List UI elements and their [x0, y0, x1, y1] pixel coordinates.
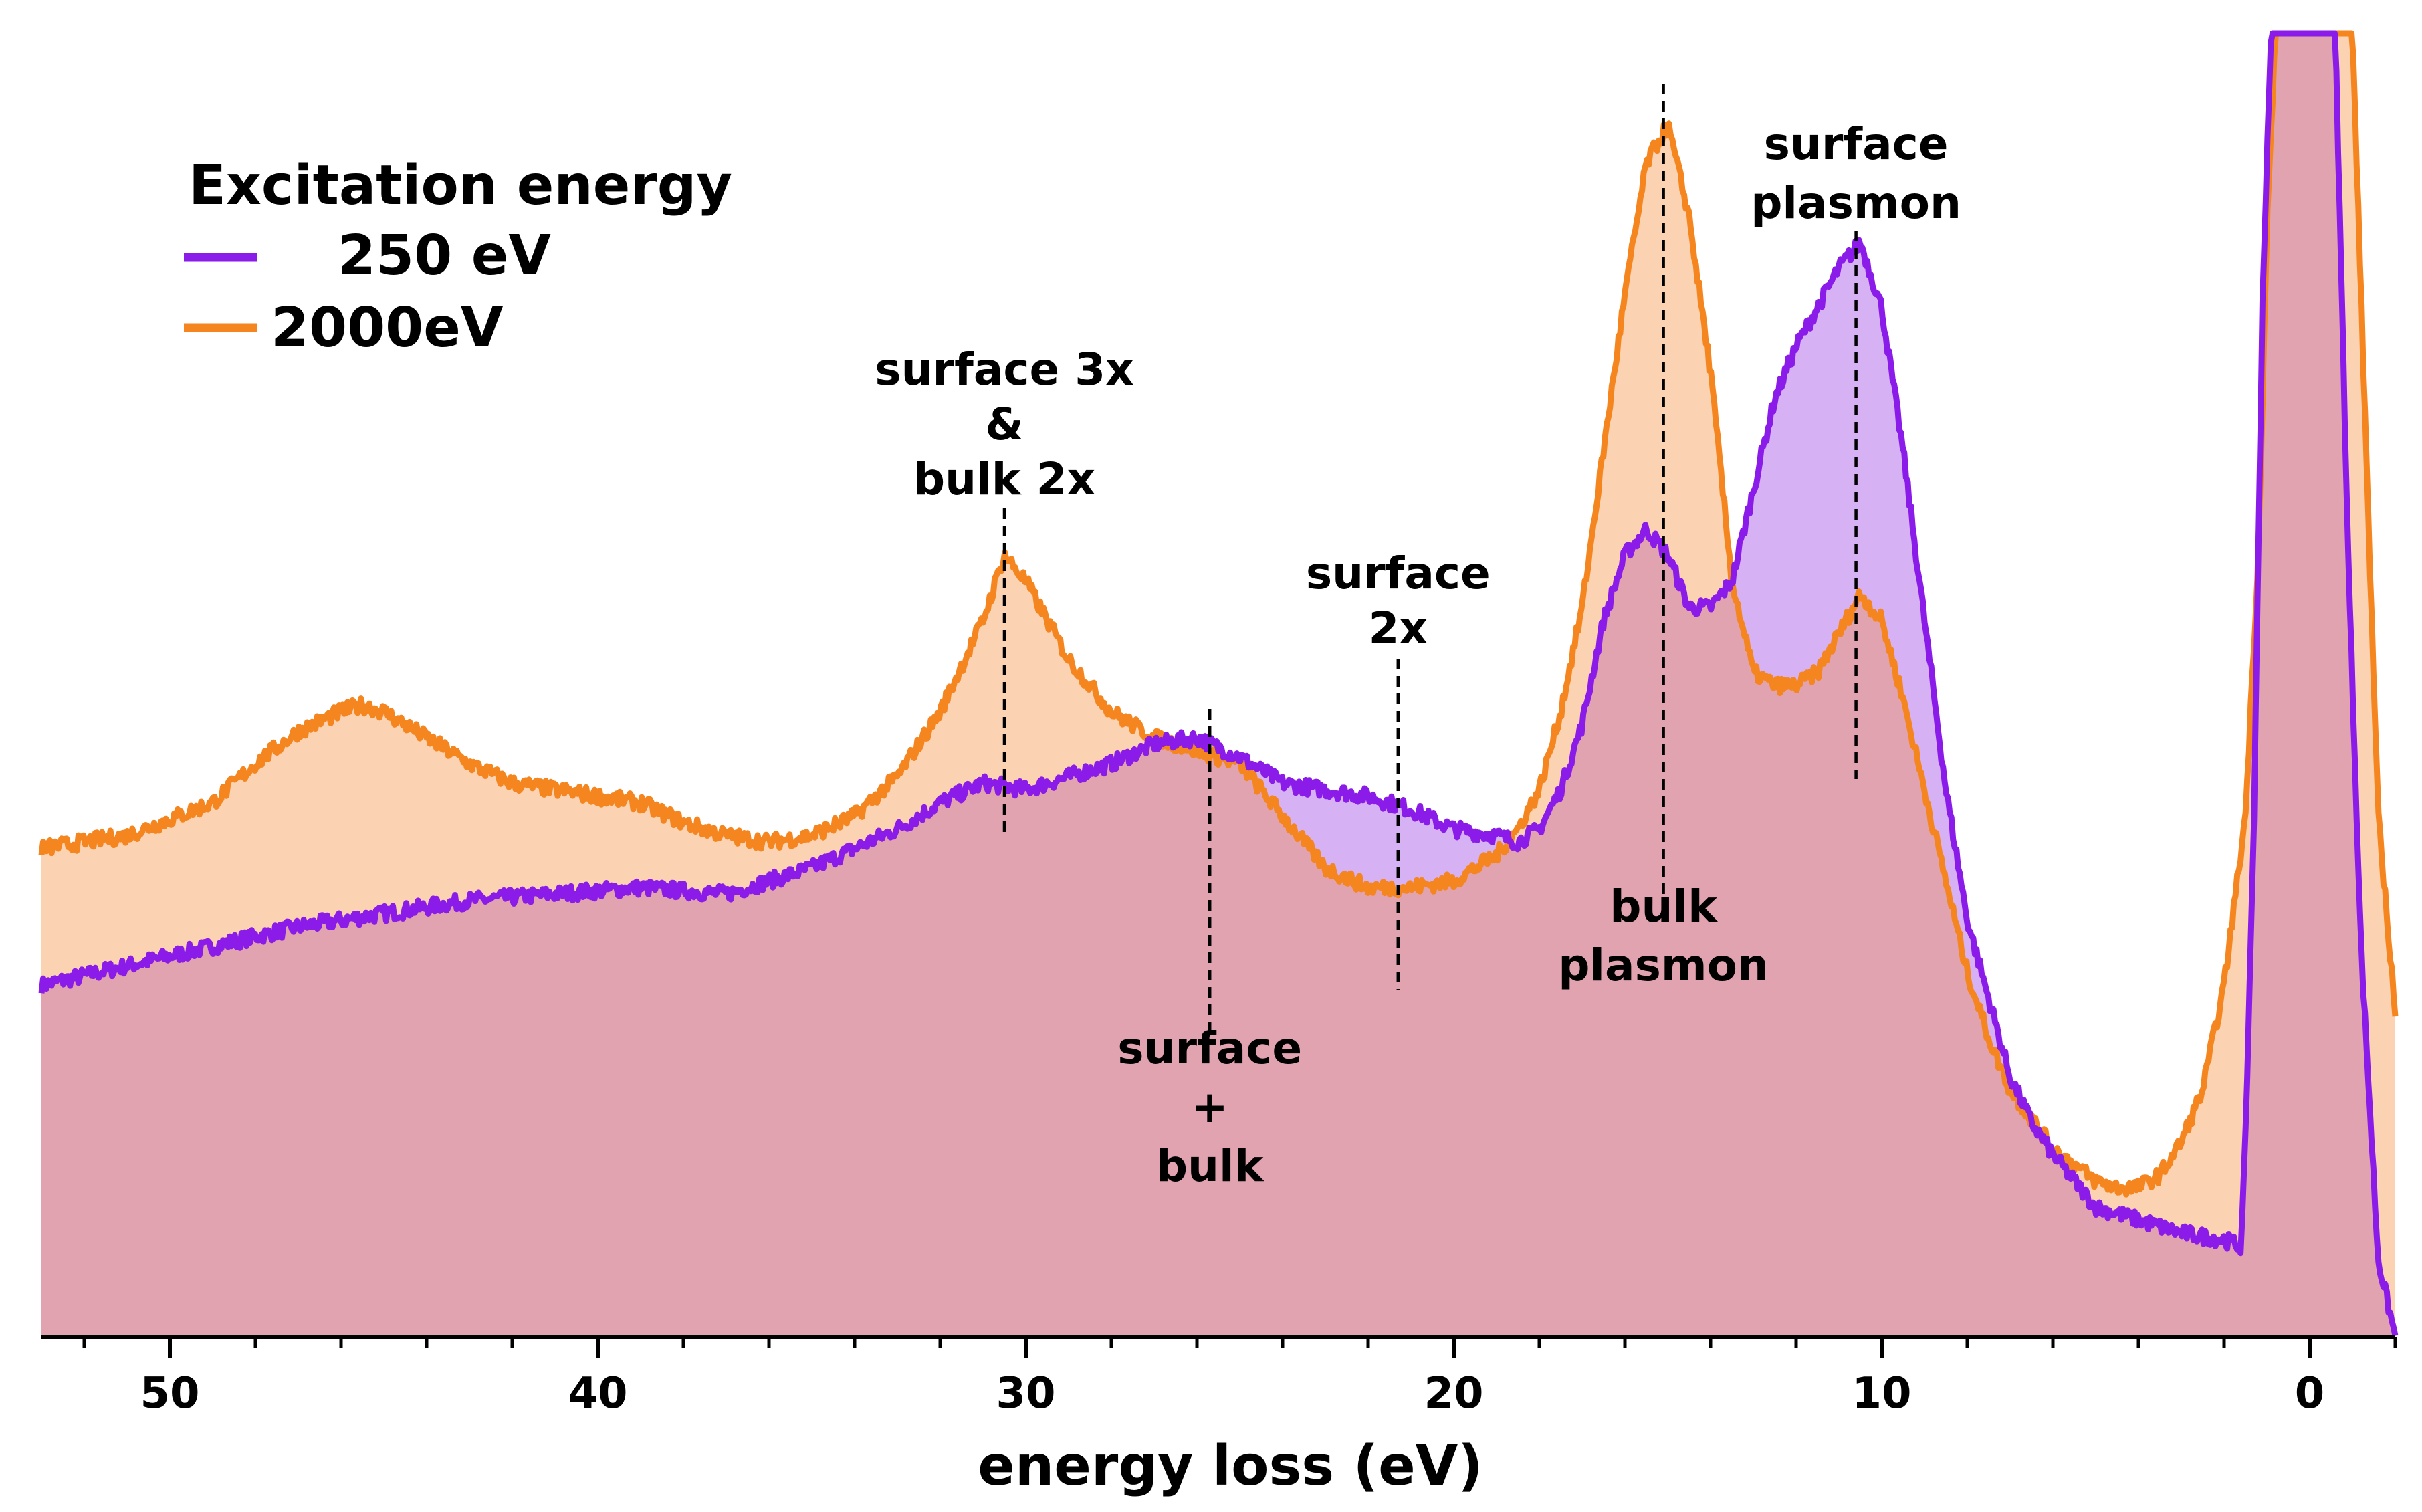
- x-tick-label-40: 40: [568, 1369, 627, 1418]
- x-tick-label-50: 50: [140, 1369, 199, 1418]
- annotation-text-1-0: surface: [1306, 548, 1491, 599]
- legend-label-250ev: 250 eV: [338, 224, 551, 288]
- annotation-text-4-0: surface: [1764, 118, 1949, 170]
- series-line-2000ev: [38, 30, 2399, 1198]
- annotation-text-3-0: bulk: [1610, 881, 1719, 932]
- annotation-text-4-1: plasmon: [1751, 177, 1961, 229]
- x-axis-title: energy loss (eV): [978, 1434, 1482, 1498]
- legend-title: Excitation energy: [189, 154, 732, 217]
- x-tick-label-30: 30: [996, 1369, 1055, 1418]
- annotation-text-2-2: bulk: [1156, 1140, 1265, 1192]
- legend-label-2000ev: 2000eV: [271, 296, 504, 360]
- annotation-text-1-1: 2x: [1369, 603, 1428, 654]
- series-overlap-fill: [41, 33, 2395, 1337]
- annotation-text-2-0: surface: [1117, 1022, 1302, 1074]
- annotation-text-0-2: bulk 2x: [913, 453, 1095, 505]
- annotation-text-2-1: +: [1192, 1081, 1228, 1133]
- annotation-text-0-1: &: [985, 399, 1024, 450]
- annotation-text-3-1: plasmon: [1558, 940, 1769, 991]
- series-line-250ev: [38, 30, 2399, 1337]
- annotation-text-0-0: surface 3x: [875, 344, 1133, 395]
- x-tick-label-0: 0: [2295, 1369, 2325, 1418]
- x-tick-label-20: 20: [1424, 1369, 1483, 1418]
- x-tick-label-10: 10: [1852, 1369, 1911, 1418]
